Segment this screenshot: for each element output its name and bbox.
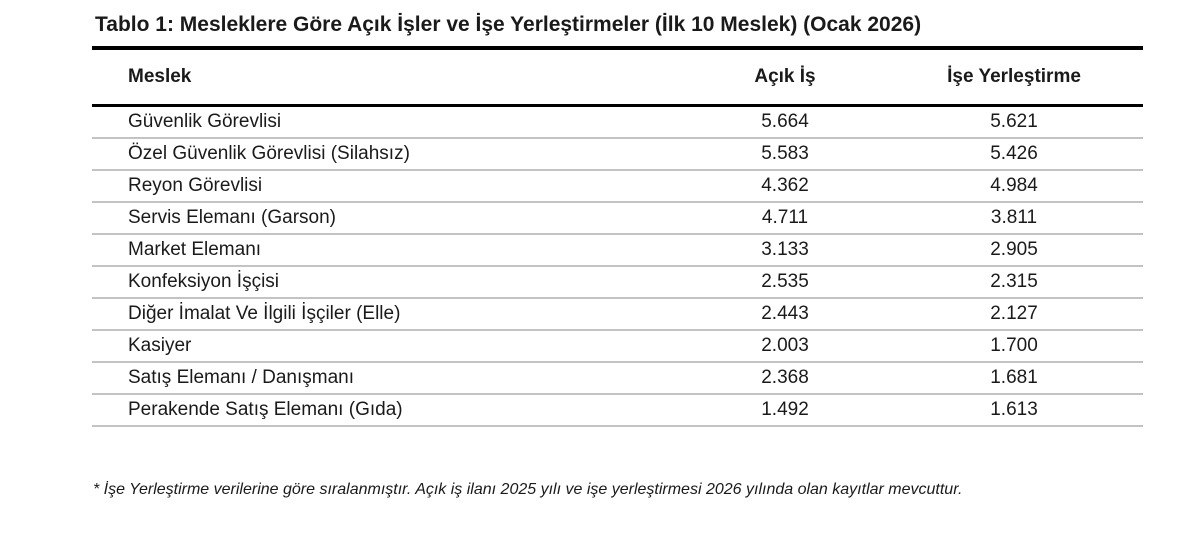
cell-meslek: Konfeksiyon İşçisi bbox=[128, 271, 280, 292]
cell-ise-yerlestirme: 2.905 bbox=[990, 239, 1038, 260]
column-header-acik-is: Açık İş bbox=[754, 66, 816, 87]
cell-acik-is: 5.583 bbox=[761, 143, 809, 164]
table-header-row: Meslek Açık İş İşe Yerleştirme bbox=[92, 50, 1143, 107]
cell-acik-is: 3.133 bbox=[761, 239, 809, 260]
table-row: Reyon Görevlisi 4.362 4.984 bbox=[92, 171, 1143, 203]
title-rule-divider bbox=[92, 46, 1143, 50]
column-header-meslek: Meslek bbox=[128, 66, 192, 87]
cell-acik-is: 2.003 bbox=[761, 335, 809, 356]
cell-meslek: Servis Elemanı (Garson) bbox=[128, 207, 337, 228]
cell-acik-is: 1.492 bbox=[761, 399, 809, 420]
cell-ise-yerlestirme: 3.811 bbox=[990, 207, 1038, 228]
cell-meslek: Satış Elemanı / Danışmanı bbox=[128, 367, 354, 388]
table-row: Satış Elemanı / Danışmanı 2.368 1.681 bbox=[92, 363, 1143, 395]
cell-ise-yerlestirme: 2.127 bbox=[990, 303, 1038, 324]
table-row: Kasiyer 2.003 1.700 bbox=[92, 331, 1143, 363]
table-title: Tablo 1: Mesleklere Göre Açık İşler ve İ… bbox=[95, 13, 922, 36]
cell-meslek: Güvenlik Görevlisi bbox=[128, 111, 282, 132]
cell-ise-yerlestirme: 1.700 bbox=[990, 335, 1038, 356]
cell-ise-yerlestirme: 2.315 bbox=[990, 271, 1038, 292]
table-row: Özel Güvenlik Görevlisi (Silahsız) 5.583… bbox=[92, 139, 1143, 171]
table-row: Perakende Satış Elemanı (Gıda) 1.492 1.6… bbox=[92, 395, 1143, 427]
cell-acik-is: 2.368 bbox=[761, 367, 809, 388]
cell-ise-yerlestirme: 1.681 bbox=[990, 367, 1038, 388]
table-row: Güvenlik Görevlisi 5.664 5.621 bbox=[92, 107, 1143, 139]
table-row: Konfeksiyon İşçisi 2.535 2.315 bbox=[92, 267, 1143, 299]
table-row: Diğer İmalat Ve İlgili İşçiler (Elle) 2.… bbox=[92, 299, 1143, 331]
cell-meslek: Özel Güvenlik Görevlisi (Silahsız) bbox=[128, 143, 410, 164]
cell-ise-yerlestirme: 5.426 bbox=[990, 143, 1038, 164]
cell-ise-yerlestirme: 5.621 bbox=[990, 111, 1038, 132]
cell-meslek: Kasiyer bbox=[128, 335, 192, 356]
footnote: * İşe Yerleştirme verilerine göre sırala… bbox=[93, 481, 963, 498]
cell-acik-is: 5.664 bbox=[761, 111, 809, 132]
cell-acik-is: 2.535 bbox=[761, 271, 809, 292]
cell-ise-yerlestirme: 1.613 bbox=[990, 399, 1038, 420]
table-row: Market Elemanı 3.133 2.905 bbox=[92, 235, 1143, 267]
table-row: Servis Elemanı (Garson) 4.711 3.811 bbox=[92, 203, 1143, 235]
cell-acik-is: 4.362 bbox=[761, 175, 809, 196]
cell-acik-is: 4.711 bbox=[761, 207, 809, 228]
cell-meslek: Diğer İmalat Ve İlgili İşçiler (Elle) bbox=[128, 303, 401, 324]
cell-meslek: Market Elemanı bbox=[128, 239, 262, 260]
column-header-ise-yerlestirme: İşe Yerleştirme bbox=[947, 66, 1081, 87]
cell-ise-yerlestirme: 4.984 bbox=[990, 175, 1038, 196]
data-table: Meslek Açık İş İşe Yerleştirme Güvenlik … bbox=[92, 50, 1143, 427]
cell-meslek: Perakende Satış Elemanı (Gıda) bbox=[128, 399, 403, 420]
cell-acik-is: 2.443 bbox=[761, 303, 809, 324]
cell-meslek: Reyon Görevlisi bbox=[128, 175, 263, 196]
